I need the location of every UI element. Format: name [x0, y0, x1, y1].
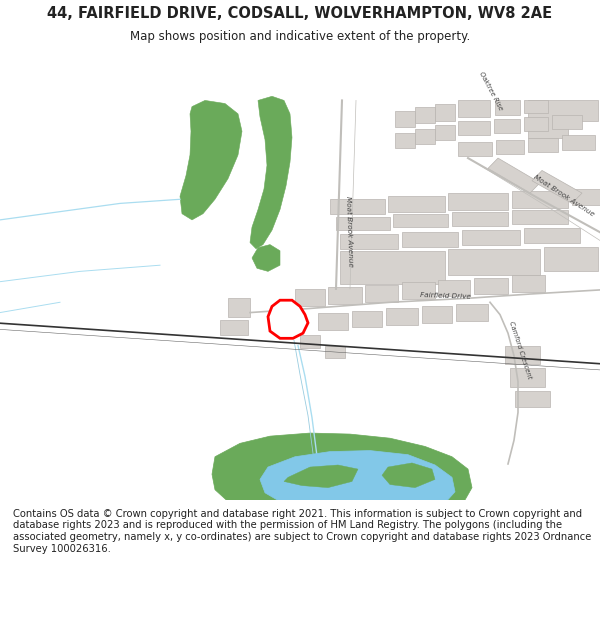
Polygon shape	[284, 465, 358, 488]
Polygon shape	[388, 196, 445, 212]
Polygon shape	[524, 117, 548, 131]
Polygon shape	[180, 101, 242, 220]
Polygon shape	[295, 289, 325, 306]
Polygon shape	[395, 111, 415, 128]
Polygon shape	[448, 249, 540, 276]
Polygon shape	[328, 287, 362, 304]
Text: 44, FAIRFIELD DRIVE, CODSALL, WOLVERHAMPTON, WV8 2AE: 44, FAIRFIELD DRIVE, CODSALL, WOLVERHAMP…	[47, 6, 553, 21]
Polygon shape	[268, 300, 308, 338]
Polygon shape	[402, 232, 458, 247]
Polygon shape	[415, 129, 435, 144]
Polygon shape	[365, 285, 398, 302]
Text: Moat Brook Avenue: Moat Brook Avenue	[532, 174, 595, 218]
Polygon shape	[512, 209, 568, 224]
Polygon shape	[212, 433, 472, 522]
Text: Moat Brook Avenue: Moat Brook Avenue	[345, 196, 353, 268]
Polygon shape	[544, 247, 598, 271]
Polygon shape	[524, 101, 548, 112]
Polygon shape	[228, 298, 250, 317]
Polygon shape	[402, 282, 435, 299]
Polygon shape	[458, 101, 490, 117]
Polygon shape	[325, 346, 345, 358]
Polygon shape	[448, 193, 508, 209]
Polygon shape	[386, 309, 418, 325]
Polygon shape	[528, 101, 598, 138]
Polygon shape	[552, 115, 582, 129]
Polygon shape	[515, 391, 550, 408]
Polygon shape	[300, 335, 320, 348]
Polygon shape	[456, 304, 488, 321]
Polygon shape	[435, 104, 455, 121]
Polygon shape	[250, 96, 292, 249]
Polygon shape	[462, 230, 520, 244]
Polygon shape	[438, 279, 470, 296]
Polygon shape	[496, 139, 524, 154]
Polygon shape	[474, 278, 508, 294]
Polygon shape	[495, 101, 520, 115]
Polygon shape	[252, 244, 280, 271]
Polygon shape	[220, 320, 248, 335]
Text: Camford Crescent: Camford Crescent	[508, 321, 532, 379]
Text: Oaktree Rise: Oaktree Rise	[478, 71, 503, 112]
Text: Fairfield Drive: Fairfield Drive	[420, 292, 471, 300]
Polygon shape	[458, 142, 492, 156]
Polygon shape	[382, 463, 435, 488]
Polygon shape	[528, 138, 558, 152]
Polygon shape	[512, 191, 568, 208]
Polygon shape	[395, 133, 415, 148]
Polygon shape	[488, 158, 540, 193]
Polygon shape	[422, 306, 452, 323]
Polygon shape	[524, 228, 580, 242]
Polygon shape	[562, 136, 595, 150]
Polygon shape	[510, 368, 545, 387]
Polygon shape	[352, 311, 382, 327]
Polygon shape	[260, 451, 455, 514]
Polygon shape	[452, 212, 508, 226]
Polygon shape	[393, 214, 448, 227]
Polygon shape	[435, 125, 455, 139]
Polygon shape	[505, 346, 540, 364]
Polygon shape	[512, 276, 545, 292]
Polygon shape	[458, 121, 490, 136]
Text: Map shows position and indicative extent of the property.: Map shows position and indicative extent…	[130, 30, 470, 43]
Polygon shape	[415, 107, 435, 123]
Text: Contains OS data © Crown copyright and database right 2021. This information is : Contains OS data © Crown copyright and d…	[13, 509, 592, 554]
Polygon shape	[532, 171, 582, 203]
Polygon shape	[318, 312, 348, 330]
Polygon shape	[494, 119, 520, 133]
Polygon shape	[336, 217, 390, 230]
Polygon shape	[330, 199, 385, 214]
Polygon shape	[340, 234, 398, 249]
Polygon shape	[572, 189, 600, 206]
Polygon shape	[340, 251, 445, 284]
